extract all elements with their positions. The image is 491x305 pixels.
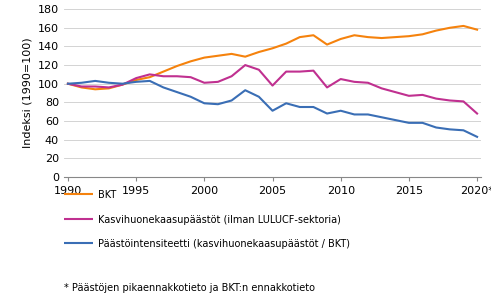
Text: BKT: BKT [98,190,116,200]
Y-axis label: Indeksi (1990=100): Indeksi (1990=100) [22,38,32,148]
Text: Kasvihuonekaasupäästöt (ilman LULUCF-sektoria): Kasvihuonekaasupäästöt (ilman LULUCF-sek… [98,215,341,224]
Text: * Päästöjen pikaennakkotieto ja BKT:n ennakkotieto: * Päästöjen pikaennakkotieto ja BKT:n en… [64,283,315,293]
Text: Päästöintensiteetti (kasvihuonekaasupäästöt / BKT): Päästöintensiteetti (kasvihuonekaasupääs… [98,239,350,249]
